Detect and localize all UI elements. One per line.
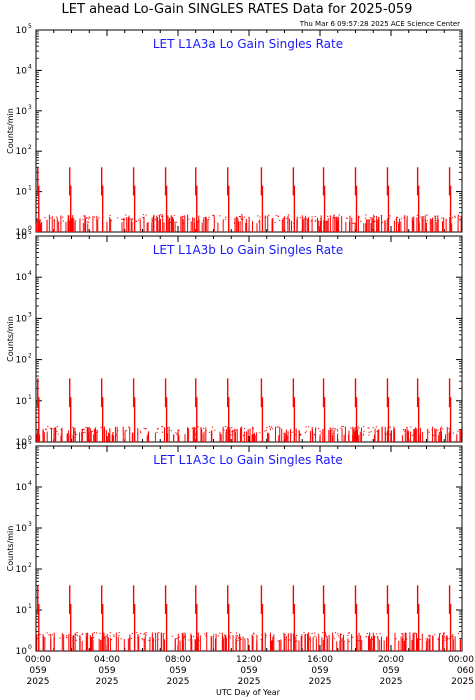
y-tick-label: 10: [16, 606, 28, 616]
main-title: LET ahead Lo-Gain SINGLES RATES Data for…: [62, 2, 413, 17]
panel-title: LET L1A3b Lo Gain Singles Rate: [153, 243, 344, 257]
x-tick-doy: 059: [29, 666, 46, 676]
y-tick-exponent: 0: [28, 644, 32, 651]
y-tick-label: 10: [16, 397, 28, 407]
y-axis-label: Counts/min: [6, 316, 15, 362]
y-tick-label: 10: [16, 565, 28, 575]
y-tick-label: 10: [16, 442, 28, 452]
x-tick-year: 2025: [167, 677, 190, 687]
x-tick-year: 2025: [27, 677, 50, 687]
y-tick-label: 10: [16, 232, 28, 242]
y-tick-label: 10: [16, 147, 28, 157]
series-spikes: [37, 167, 452, 232]
plot-frame: [35, 29, 463, 233]
y-tick-label: 10: [16, 188, 28, 198]
x-tick-doy: 059: [382, 666, 399, 676]
x-tick-doy: 059: [311, 666, 328, 676]
panel-title: LET L1A3a Lo Gain Singles Rate: [153, 37, 343, 51]
x-tick-time: 12:00: [236, 655, 262, 665]
x-axis-label: UTC Day of Year: [216, 688, 281, 697]
y-tick-exponent: 5: [28, 229, 32, 236]
y-tick-exponent: 4: [28, 270, 32, 277]
y-tick-label: 10: [16, 314, 28, 324]
x-tick-doy: 059: [98, 666, 115, 676]
x-tick-year: 2025: [238, 677, 261, 687]
y-tick-label: 10: [16, 273, 28, 283]
y-tick-exponent: 1: [28, 185, 32, 192]
y-tick-label: 10: [16, 438, 28, 448]
y-tick-exponent: 2: [28, 144, 32, 151]
y-tick-label: 10: [16, 356, 28, 366]
x-tick-time: 20:00: [378, 655, 404, 665]
y-tick-label: 10: [16, 483, 28, 493]
x-tick-doy: 059: [169, 666, 186, 676]
x-tick-year: 2025: [451, 677, 474, 687]
y-tick-exponent: 1: [28, 603, 32, 610]
y-tick-exponent: 4: [28, 63, 32, 70]
timestamp: Thu Mar 6 09:57:28 2025 ACE Science Cent…: [299, 20, 460, 28]
series-spikes: [37, 585, 452, 651]
x-tick-time: 00:00: [25, 655, 51, 665]
panel-title: LET L1A3c Lo Gain Singles Rate: [153, 453, 343, 467]
y-tick-exponent: 2: [28, 562, 32, 569]
y-axis-label: Counts/min: [6, 108, 15, 154]
y-axis-label: Counts/min: [6, 526, 15, 572]
y-tick-exponent: 3: [28, 104, 32, 111]
x-tick-year: 2025: [309, 677, 332, 687]
x-tick-time: 00:00: [448, 655, 474, 665]
plot-frame: [35, 445, 463, 652]
x-axis-labels: 00:00059202504:00059202508:00059202512:0…: [25, 655, 474, 687]
y-tick-exponent: 4: [28, 480, 32, 487]
y-tick-exponent: 5: [28, 23, 32, 30]
y-tick-exponent: 1: [28, 394, 32, 401]
x-tick-year: 2025: [380, 677, 403, 687]
series-background: [36, 425, 463, 442]
y-tick-exponent: 2: [28, 353, 32, 360]
series-background: [35, 214, 462, 232]
x-tick-time: 08:00: [165, 655, 191, 665]
y-tick-label: 10: [16, 107, 28, 117]
y-tick-exponent: 5: [28, 439, 32, 446]
x-tick-doy: 059: [240, 666, 257, 676]
y-tick-label: 10: [16, 647, 28, 657]
x-tick-doy: 060: [457, 666, 474, 676]
x-tick-time: 04:00: [94, 655, 120, 665]
y-tick-label: 10: [16, 26, 28, 36]
y-tick-label: 10: [16, 228, 28, 238]
y-tick-exponent: 3: [28, 311, 32, 318]
series-spikes: [37, 378, 452, 442]
x-tick-year: 2025: [96, 677, 119, 687]
y-tick-exponent: 0: [28, 435, 32, 442]
y-tick-label: 10: [16, 524, 28, 534]
y-tick-exponent: 0: [28, 225, 32, 232]
plot-frame: [35, 235, 463, 443]
x-tick-time: 16:00: [307, 655, 333, 665]
y-tick-label: 10: [16, 66, 28, 76]
series-background: [36, 632, 462, 651]
y-tick-exponent: 3: [28, 521, 32, 528]
